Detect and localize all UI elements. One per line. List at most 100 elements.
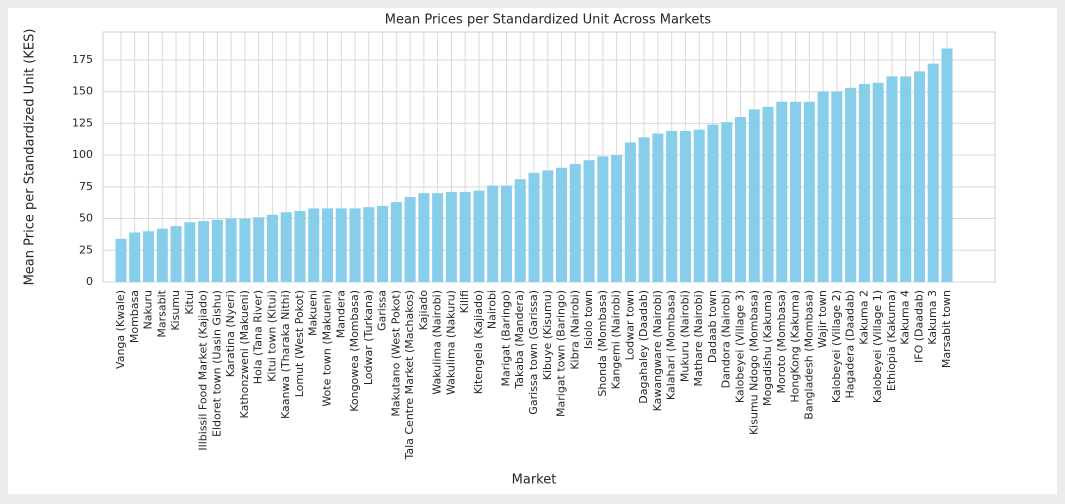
bar — [500, 185, 512, 282]
bar — [831, 91, 843, 282]
bar — [845, 87, 857, 283]
bar — [597, 156, 609, 282]
x-tick-label: Kisumu Ndogo (Mombasa) — [747, 290, 760, 435]
x-tick-label: Kalahari (Mombasa) — [665, 290, 678, 400]
x-tick-label: Kakuma 2 — [857, 290, 870, 345]
x-tick-label: Kisumu — [169, 290, 182, 331]
x-tick-label: Kalobeyei (Village 1) — [871, 290, 884, 403]
bar — [762, 106, 774, 282]
bar — [308, 208, 320, 282]
x-tick-label: Dandora (Nairobi) — [720, 290, 733, 388]
bar — [445, 191, 457, 282]
bar — [776, 101, 788, 282]
x-tick-label: Marsabit town — [940, 290, 953, 368]
bar — [418, 193, 430, 282]
bar — [583, 160, 595, 282]
x-tick-label: Illbissil Food Market (Kajiado) — [197, 290, 210, 451]
bar — [211, 219, 223, 282]
x-tick-label: Ethiopia (Kakuma) — [885, 290, 898, 391]
x-tick-label: Nakuru — [142, 290, 155, 329]
bar — [170, 226, 182, 282]
bar — [569, 163, 581, 282]
x-tick-label: Vanga (Kwale) — [114, 290, 127, 369]
y-tick-label: 0 — [86, 275, 93, 288]
x-tick-label: Kalobeyei (Village 3) — [734, 290, 747, 403]
x-tick-label: Kilifi — [458, 290, 471, 313]
bar — [624, 142, 636, 282]
x-tick-label: Marsabit — [155, 289, 168, 337]
bar — [900, 76, 912, 282]
bar — [184, 222, 196, 282]
x-tick-label: Takaba (Mandera) — [513, 290, 526, 390]
bar — [335, 208, 347, 282]
bar — [542, 170, 554, 282]
bar — [514, 179, 526, 282]
x-tick-label: Dagahaley (Daadab) — [637, 290, 650, 404]
x-tick-label: Isiolo town — [582, 290, 595, 349]
bar — [225, 218, 237, 282]
bar — [129, 232, 141, 282]
bar — [927, 63, 939, 282]
x-tick-label: Mathare (Nairobi) — [692, 290, 705, 386]
bar — [858, 84, 870, 282]
x-tick-label: Karatina (Nyeri) — [224, 290, 237, 377]
bar — [707, 124, 719, 283]
bar — [652, 133, 664, 282]
bar — [253, 217, 265, 282]
x-tick-label: Lomut (West Pokot) — [293, 290, 306, 397]
x-tick-label: Wote town (Makueni) — [321, 290, 334, 407]
x-tick-label: Kitui — [183, 290, 196, 315]
x-tick-label: Kibra (Nairobi) — [568, 290, 581, 370]
chart-title: Mean Prices per Standardized Unit Across… — [385, 13, 712, 28]
x-tick-label: Kibuye (Kisumu) — [541, 290, 554, 380]
bar — [817, 91, 829, 282]
bar — [872, 82, 884, 283]
bar — [459, 191, 471, 282]
x-tick-label: Dadaab town — [706, 290, 719, 363]
x-axis-label: Market — [512, 473, 557, 488]
x-tick-label: HongKong (Kakuma) — [789, 290, 802, 403]
bar — [198, 221, 210, 282]
y-axis-label: Mean Price per Standardized Unit (KES) — [23, 29, 38, 286]
x-tick-label: Shonda (Mombasa) — [596, 290, 609, 397]
bar — [115, 238, 127, 282]
y-tick-label: 150 — [72, 85, 93, 98]
bar — [294, 210, 306, 282]
x-tick-label: Lodwar (Turkana) — [362, 290, 375, 385]
x-tick-label: Mandera — [334, 290, 347, 338]
x-tick-label: Kongowea (Mombasa) — [348, 290, 361, 412]
bar — [349, 208, 361, 282]
bar — [266, 214, 278, 282]
bar — [748, 109, 760, 283]
x-tick-label: Wakulima (Nakuru) — [444, 290, 457, 395]
bar — [377, 205, 389, 282]
x-tick-label: Marigat (Baringo) — [499, 290, 512, 386]
x-tick-label: Wakulima (Nairobi) — [431, 290, 444, 395]
x-tick-label: Mogadishu (Kakuma) — [761, 290, 774, 406]
bar — [803, 101, 815, 282]
bar — [528, 172, 540, 282]
bar — [156, 228, 168, 282]
y-tick-label: 125 — [72, 116, 93, 129]
x-tick-label: Bangladesh (Mombasa) — [802, 290, 815, 420]
x-tick-label: Makutano (West Pokot) — [389, 290, 402, 417]
bar — [666, 130, 678, 282]
y-tick-label: 175 — [72, 53, 93, 66]
x-tick-label: Kakuma 4 — [899, 290, 912, 345]
x-tick-label: Garissa town (Garissa) — [527, 290, 540, 415]
x-tick-label: Tala Centre Market (Machakos) — [403, 290, 416, 461]
x-tick-label: Makueni — [307, 290, 320, 336]
x-tick-label: Kitengela (Kajiado) — [472, 290, 485, 394]
bar — [239, 218, 251, 282]
bar — [913, 71, 925, 282]
y-tick-label: 100 — [72, 148, 93, 161]
x-tick-label: IFO (Daadab) — [912, 290, 925, 363]
x-tick-label: Garissa — [376, 290, 389, 331]
bar — [143, 231, 155, 282]
x-tick-label: Hagadera (Daadab) — [844, 290, 857, 399]
bar — [886, 76, 898, 282]
bar — [390, 202, 402, 282]
x-tick-label: Mombasa — [128, 290, 141, 343]
x-tick-label: Kangemi (Nairobi) — [610, 290, 623, 389]
